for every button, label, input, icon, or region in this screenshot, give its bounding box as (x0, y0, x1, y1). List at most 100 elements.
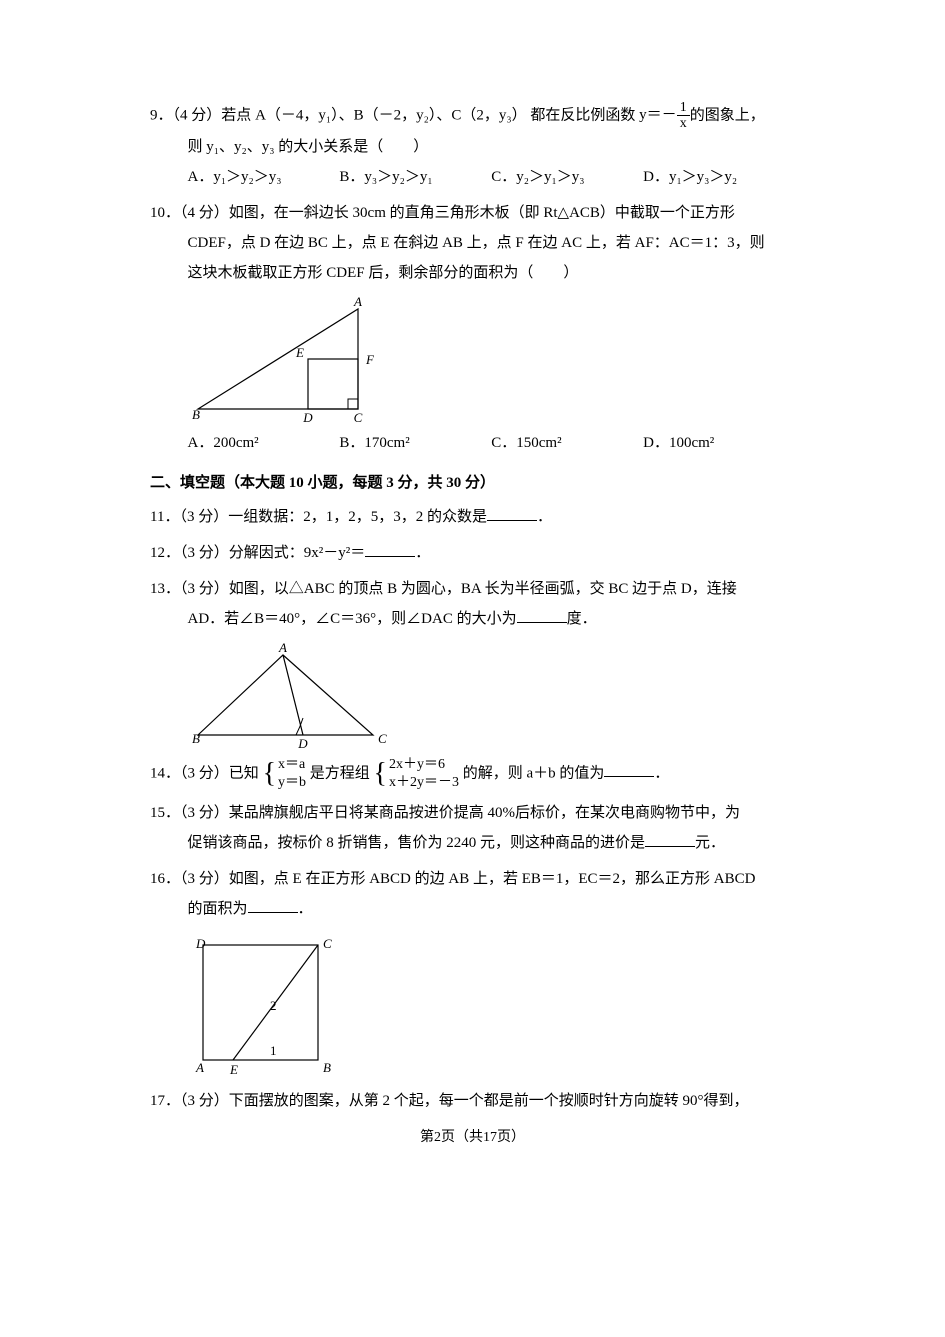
q9-choice-A: A．y₁＞y₂＞y₃ (188, 162, 340, 192)
q10-label-B: B (192, 407, 200, 422)
q16-l2-pre: 的面积为 (188, 901, 248, 917)
q13-label-A: A (278, 640, 287, 655)
question-15: 15．（3 分）某品牌旗舰店平日将某商品按进价提高 40%后标价，在某次电商购物… (150, 798, 795, 858)
q16-number: 16．（3 分） (150, 871, 229, 887)
q12-pre: 分解因式：9x²－y²＝ (229, 545, 366, 561)
q9-number: 9．（4 分） (150, 107, 221, 123)
q9-line2: 则 y₁、y₂、y₃ 的大小关系是（ ） (150, 132, 795, 162)
q14-sys2-r2: x＋2y＝－3 (389, 774, 459, 792)
question-11: 11．（3 分）一组数据：2，1，2，5，3，2 的众数是． (150, 502, 795, 532)
q10-triangle-svg: A B C D E F (188, 294, 398, 424)
page: 9．（4 分）若点 A（－4，y₁）、B（－2，y₂）、C（2，y₃） 都在反比… (0, 0, 945, 1337)
q9-line1: 9．（4 分）若点 A（－4，y₁）、B（－2，y₂）、C（2，y₃） 都在反比… (150, 100, 795, 132)
q9-mid: 都在反比例函数 (530, 107, 639, 123)
q15-l2-pre: 促销该商品，按标价 8 折销售，售价为 2240 元，则这种商品的进价是 (188, 835, 646, 851)
question-17: 17．（3 分）下面摆放的图案，从第 2 个起，每一个都是前一个按顺时针方向旋转… (150, 1086, 795, 1116)
q14-system-1: { x＝a y＝b (263, 756, 306, 792)
q9-frac-den: x (677, 116, 690, 131)
q13-line2: AD．若∠B＝40°，∠C＝36°，则∠DAC 的大小为度． (150, 604, 795, 634)
q16-line1: 16．（3 分）如图，点 E 在正方形 ABCD 的边 AB 上，若 EB＝1，… (150, 864, 795, 894)
q10-number: 10．（4 分） (150, 205, 229, 221)
q10-figure: A B C D E F (188, 294, 796, 424)
q14-post-post: ． (654, 765, 669, 781)
q16-label-B: B (323, 1060, 331, 1075)
q15-line2: 促销该商品，按标价 8 折销售，售价为 2240 元，则这种商品的进价是 元． (150, 828, 795, 858)
q12-number: 12．（3 分） (150, 545, 229, 561)
q16-label-E: E (229, 1062, 238, 1077)
q15-l2-post: 元． (695, 835, 725, 851)
q11-blank (487, 505, 537, 521)
q9-point-B: B（－2，y₂） (354, 107, 437, 123)
q10-choices: A．200cm² B．170cm² C．150cm² D．100cm² (150, 428, 795, 458)
q16-l1: 如图，点 E 在正方形 ABCD 的边 AB 上，若 EB＝1，EC＝2，那么正… (229, 871, 756, 887)
q13-triangle-svg: A B C D (188, 640, 388, 750)
q17-text: 下面摆放的图案，从第 2 个起，每一个都是前一个按顺时针方向旋转 90°得到， (229, 1093, 749, 1109)
q14-pre: 已知 (229, 765, 259, 781)
q14-sys2-r1: 2x＋y＝6 (389, 756, 459, 774)
q16-l2-post: ． (298, 901, 313, 917)
question-13: 13．（3 分）如图，以△ABC 的顶点 B 为圆心，BA 长为半径画弧，交 B… (150, 574, 795, 750)
q13-blank (517, 607, 567, 623)
q14-system-2: { 2x＋y＝6 x＋2y＝－3 (374, 756, 459, 792)
q12-blank (365, 541, 415, 557)
q16-label-1: 1 (270, 1043, 277, 1058)
q16-blank (248, 897, 298, 913)
q9-point-A: A（－4，y₁） (255, 107, 339, 123)
q9-pre: 若点 (221, 107, 255, 123)
brace-icon: { (374, 760, 387, 788)
q10-line1: 10．（4 分）如图，在一斜边长 30cm 的直角三角形木板（即 Rt△ACB）… (150, 198, 795, 228)
q14-mid: 是方程组 (310, 765, 370, 781)
q13-figure: A B C D (188, 640, 796, 750)
q13-l2-post: 度． (567, 611, 597, 627)
q10-label-F: F (365, 352, 375, 367)
q9-lhs: y＝－ (639, 107, 677, 123)
question-10: 10．（4 分）如图，在一斜边长 30cm 的直角三角形木板（即 Rt△ACB）… (150, 198, 795, 458)
q9-choice-D: D．y₁＞y₃＞y₂ (643, 162, 795, 192)
question-14: 14．（3 分）已知 { x＝a y＝b 是方程组 { 2x＋y＝6 x＋2y＝… (150, 756, 795, 792)
q14-post-pre: 的解，则 a＋b 的值为 (463, 765, 605, 781)
page-footer: 第2页（共17页） (150, 1124, 795, 1152)
q9-fraction: 1x (677, 100, 690, 132)
q16-label-C: C (323, 936, 332, 951)
q9-equation: y＝－1x (639, 107, 690, 123)
q16-label-A: A (195, 1060, 204, 1075)
question-16: 16．（3 分）如图，点 E 在正方形 ABCD 的边 AB 上，若 EB＝1，… (150, 864, 795, 1080)
q11-number: 11．（3 分） (150, 509, 228, 525)
q9-choice-C: C．y₂＞y₁＞y₃ (491, 162, 643, 192)
q9-point-C: C（2，y₃） (451, 107, 526, 123)
q16-square-svg: D C A B E 2 1 (188, 930, 338, 1080)
q15-line1: 15．（3 分）某品牌旗舰店平日将某商品按进价提高 40%后标价，在某次电商购物… (150, 798, 795, 828)
q10-l1: 如图，在一斜边长 30cm 的直角三角形木板（即 Rt△ACB）中截取一个正方形 (229, 205, 735, 221)
q12-post: ． (415, 545, 430, 561)
q13-label-B: B (192, 731, 200, 746)
q13-label-C: C (378, 731, 387, 746)
q13-number: 13．（3 分） (150, 581, 229, 597)
q13-label-D: D (297, 736, 308, 750)
q10-line3: 这块木板截取正方形 CDEF 后，剩余部分的面积为（ ） (150, 258, 795, 288)
q16-figure: D C A B E 2 1 (188, 930, 796, 1080)
q14-sys1-r2: y＝b (278, 774, 306, 792)
q17-number: 17．（3 分） (150, 1093, 229, 1109)
brace-icon: { (263, 760, 276, 788)
q10-choice-D: D．100cm² (643, 428, 795, 458)
q10-line2: CDEF，点 D 在边 BC 上，点 E 在斜边 AB 上，点 F 在边 AC … (150, 228, 795, 258)
q14-blank (604, 761, 654, 777)
q10-label-A: A (353, 294, 362, 309)
question-9: 9．（4 分）若点 A（－4，y₁）、B（－2，y₂）、C（2，y₃） 都在反比… (150, 100, 795, 192)
q10-choice-C: C．150cm² (491, 428, 643, 458)
q9-frac-num: 1 (677, 100, 690, 116)
section-2-header: 二、填空题（本大题 10 小题，每题 3 分，共 30 分） (150, 468, 795, 498)
q10-label-E: E (295, 345, 304, 360)
q10-choice-B: B．170cm² (339, 428, 491, 458)
q13-l1: 如图，以△ABC 的顶点 B 为圆心，BA 长为半径画弧，交 BC 边于点 D，… (229, 581, 737, 597)
q9-post: 的图象上， (690, 107, 765, 123)
q11-pre: 一组数据：2，1，2，5，3，2 的众数是 (228, 509, 487, 525)
q9-choice-B: B．y₃＞y₂＞y₁ (339, 162, 491, 192)
q15-number: 15．（3 分） (150, 805, 229, 821)
question-12: 12．（3 分）分解因式：9x²－y²＝ ． (150, 538, 795, 568)
q13-line1: 13．（3 分）如图，以△ABC 的顶点 B 为圆心，BA 长为半径画弧，交 B… (150, 574, 795, 604)
q14-number: 14．（3 分） (150, 765, 229, 781)
q10-label-D: D (302, 410, 313, 424)
q15-l1: 某品牌旗舰店平日将某商品按进价提高 40%后标价，在某次电商购物节中，为 (229, 805, 740, 821)
q10-choice-A: A．200cm² (188, 428, 340, 458)
